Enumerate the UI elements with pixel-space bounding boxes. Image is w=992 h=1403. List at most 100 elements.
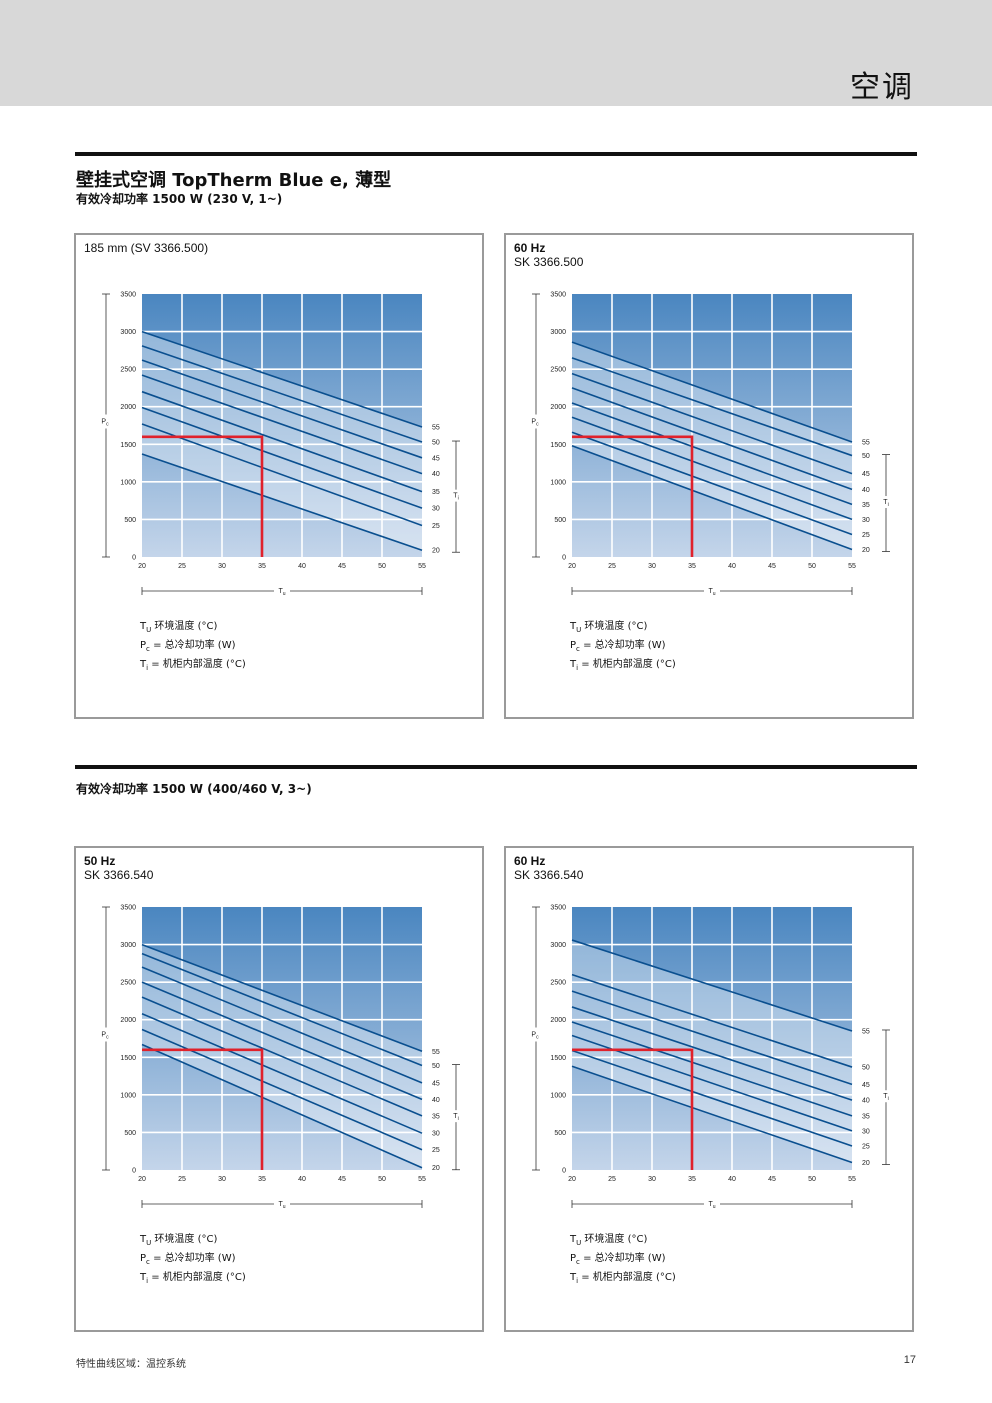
ti-label: 30 <box>862 1128 870 1135</box>
y-tick-label: 500 <box>124 1130 136 1137</box>
x-tick-label: 20 <box>138 563 146 570</box>
marker-line <box>572 435 694 557</box>
pc-axis-gap <box>100 1027 112 1042</box>
header-band <box>0 0 992 106</box>
tu-axis-gap <box>274 1199 290 1209</box>
ti-label: 45 <box>432 455 440 462</box>
series-line-30 <box>141 406 423 509</box>
ti-label: 50 <box>862 453 870 460</box>
ti-label: 50 <box>432 1063 440 1070</box>
series-line-45 <box>141 359 423 459</box>
ti-label: 35 <box>432 489 440 496</box>
ti-label: 45 <box>862 1082 870 1089</box>
ti-label: 20 <box>432 1165 440 1172</box>
x-tick-label: 35 <box>258 563 266 570</box>
ti-axis-label: Ti <box>453 493 458 502</box>
series-line-40 <box>571 1006 853 1101</box>
series-line-30 <box>571 1034 853 1132</box>
chart-panel-1: 185 mm (SV 3366.500) 0 500 1000 1500 2000 250… <box>74 233 484 719</box>
series-line-25 <box>571 1049 853 1147</box>
panel-model: SK 3366.540 <box>514 868 584 882</box>
pc-axis-label: Pc <box>101 1032 109 1041</box>
y-tick-label: 2000 <box>550 404 566 411</box>
y-tick-label: 500 <box>554 1130 566 1137</box>
x-tick-label: 50 <box>808 563 816 570</box>
tu-axis-gap <box>704 1199 720 1209</box>
y-tick-label: 3500 <box>550 292 566 299</box>
panel-title: 60 Hz <box>514 241 546 255</box>
ti-label: 40 <box>432 1097 440 1104</box>
page-number: 17 <box>903 1354 916 1366</box>
marker-line <box>572 1048 694 1170</box>
y-tick-label: 2500 <box>120 367 136 374</box>
x-tick-label: 45 <box>768 1176 776 1183</box>
y-tick-label: 2000 <box>120 1017 136 1024</box>
x-tick-label: 40 <box>728 1176 736 1183</box>
x-tick-label: 30 <box>648 1176 656 1183</box>
ti-label: 20 <box>862 547 870 554</box>
series-line-35 <box>141 390 423 493</box>
y-tick-label: 3000 <box>550 942 566 949</box>
series-line-55 <box>141 330 423 428</box>
ti-axis-label: Ti <box>883 499 888 508</box>
ti-axis-gap <box>451 1110 461 1123</box>
x-tick-label: 55 <box>848 563 856 570</box>
pc-axis-label: Pc <box>101 419 109 428</box>
x-tick-label: 30 <box>218 563 226 570</box>
y-tick-label: 0 <box>562 555 566 562</box>
y-tick-label: 3500 <box>120 905 136 912</box>
page-title: 壁挂式空调 TopTherm Blue e, 薄型 <box>76 170 392 191</box>
y-tick-label: 2500 <box>120 980 136 987</box>
ti-label: 35 <box>862 1113 870 1120</box>
x-tick-label: 25 <box>178 1176 186 1183</box>
ti-label: 55 <box>862 440 870 447</box>
ti-label: 25 <box>862 532 870 539</box>
ti-axis-gap <box>451 489 461 502</box>
ti-axis-label: Ti <box>883 1093 888 1102</box>
y-tick-label: 500 <box>124 517 136 524</box>
y-tick-label: 2000 <box>550 1017 566 1024</box>
y-tick-label: 3500 <box>550 905 566 912</box>
ti-axis-label: Ti <box>453 1113 458 1122</box>
chart-svg: 0 500 1000 1500 2000 2500 3000 3500 20 25 30 35 40 45… <box>530 905 891 1210</box>
series-line-25 <box>141 423 423 527</box>
x-tick-label: 45 <box>768 563 776 570</box>
panel-title: 60 Hz <box>514 854 546 868</box>
series-line-55 <box>571 939 853 1032</box>
y-tick-label: 0 <box>132 555 136 562</box>
y-tick-label: 3000 <box>550 329 566 336</box>
x-tick-label: 55 <box>418 563 426 570</box>
series-line-25 <box>571 431 853 536</box>
series-line-20 <box>141 453 423 551</box>
ti-label: 30 <box>432 1131 440 1138</box>
ti-label: 35 <box>432 1113 440 1120</box>
series-line-30 <box>571 416 853 521</box>
y-tick-label: 1500 <box>550 1055 566 1062</box>
section-1-subtitle: 有效冷却功率 1500 W (230 V, 1~) <box>76 192 283 206</box>
pc-axis-label: Pc <box>531 1032 539 1041</box>
legend-pc: Pc = 总冷却功率 (W) <box>570 1253 666 1266</box>
series-line-45 <box>141 966 423 1084</box>
legend: TU 环境温度 (°C) Pc = 总冷却功率 (W) Ti = 机柜内部温度 (°… <box>570 1232 676 1289</box>
y-tick-label: 3000 <box>120 329 136 336</box>
series-line-50 <box>571 973 853 1068</box>
legend-pc: Pc = 总冷却功率 (W) <box>570 640 666 653</box>
legend-tu: TU 环境温度 (°C) <box>140 621 218 634</box>
x-tick-label: 35 <box>688 563 696 570</box>
panel-title: 185 mm (SV 3366.500) <box>84 241 209 255</box>
ti-label: 45 <box>862 471 870 478</box>
x-tick-label: 20 <box>568 1176 576 1183</box>
y-tick-label: 1500 <box>120 442 136 449</box>
ti-label: 25 <box>862 1143 870 1150</box>
tu-axis-gap <box>704 586 720 596</box>
chart-svg: 0 500 1000 1500 2000 2500 3000 3500 20 25 30 35 40 45… <box>100 905 461 1210</box>
series-line-50 <box>571 357 853 457</box>
x-tick-label: 20 <box>138 1176 146 1183</box>
ti-label: 45 <box>432 1080 440 1087</box>
x-tick-label: 25 <box>608 1176 616 1183</box>
chart-panel-3: 50 Hz SK 3366.540 0 500 1000 1500 2000 2500 30… <box>74 846 484 1332</box>
pc-axis-gap <box>530 414 542 429</box>
x-tick-label: 35 <box>258 1176 266 1183</box>
x-tick-label: 40 <box>728 563 736 570</box>
ti-label: 55 <box>862 1028 870 1035</box>
